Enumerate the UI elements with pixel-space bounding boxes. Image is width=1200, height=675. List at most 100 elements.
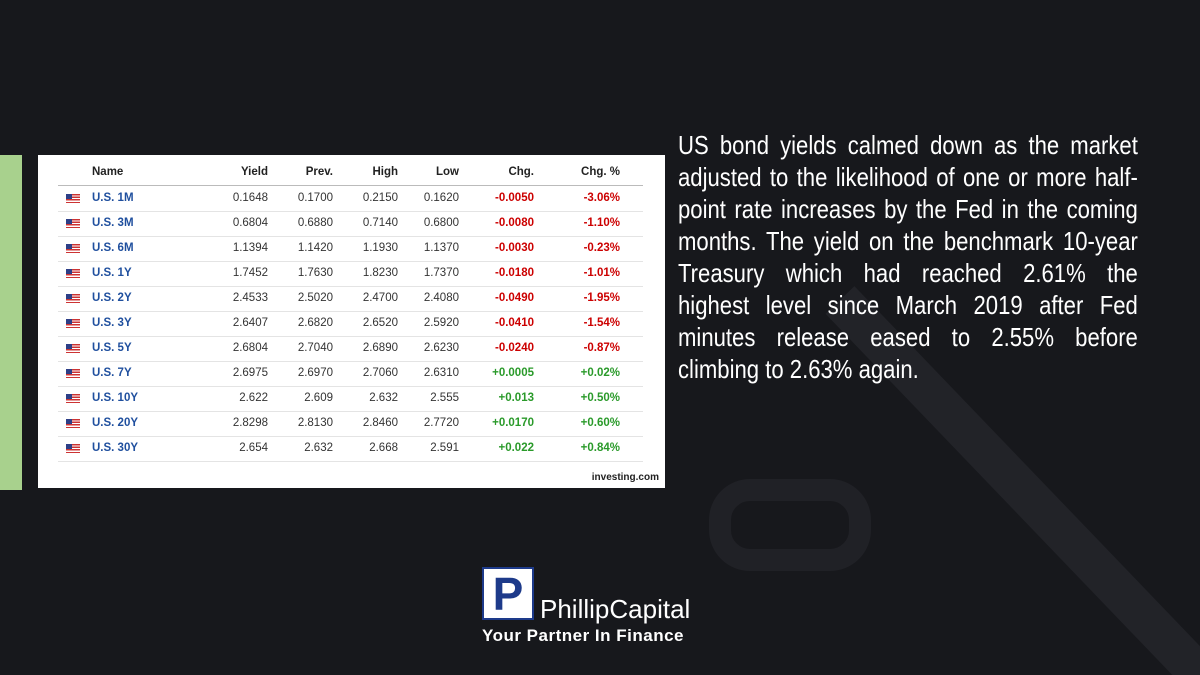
change-value: -0.23% xyxy=(583,242,620,254)
change-value: +0.013 xyxy=(498,392,535,404)
cell: 2.4533 xyxy=(232,292,268,304)
cell: 2.6970 xyxy=(297,367,333,379)
change-value: -3.06% xyxy=(583,192,620,204)
cell: 2.6820 xyxy=(297,317,333,329)
cell: 2.6520 xyxy=(362,317,398,329)
change-value: -0.0080 xyxy=(494,217,534,229)
change-value: -0.0050 xyxy=(494,192,534,204)
cell: 1.7370 xyxy=(423,267,459,279)
row-divider xyxy=(58,386,643,387)
change-value: -1.95% xyxy=(583,292,620,304)
change-value: -1.54% xyxy=(583,317,620,329)
cell: 2.6310 xyxy=(423,367,459,379)
change-value: -1.01% xyxy=(583,267,620,279)
bond-name: U.S. 7Y xyxy=(92,367,132,379)
bond-name: U.S. 6M xyxy=(92,242,134,254)
cell: 1.1370 xyxy=(423,242,459,254)
bond-name: U.S. 10Y xyxy=(92,392,139,404)
deco-shape xyxy=(709,479,871,571)
cell: 2.5920 xyxy=(423,317,459,329)
cell: 2.8298 xyxy=(232,417,268,429)
flag-icon xyxy=(66,344,80,353)
cell: 2.622 xyxy=(239,392,268,404)
yield-table: investing.com Name Yield Prev. High Low Chg. C… xyxy=(38,155,665,488)
cell: 0.6800 xyxy=(423,217,459,229)
row-divider xyxy=(58,211,643,212)
flag-icon xyxy=(66,444,80,453)
change-value: +0.84% xyxy=(580,442,620,454)
cell: 2.632 xyxy=(304,442,333,454)
cell: 2.5020 xyxy=(297,292,333,304)
row-divider xyxy=(58,361,643,362)
bond-name: U.S. 30Y xyxy=(92,442,139,454)
cell: 1.7630 xyxy=(297,267,333,279)
change-value: +0.60% xyxy=(580,417,620,429)
source: investing.com xyxy=(591,472,659,483)
logo-name: PhillipCapital xyxy=(540,594,691,624)
cell: 2.555 xyxy=(430,392,459,404)
cell: 1.1394 xyxy=(232,242,268,254)
column-header: Name xyxy=(92,166,124,178)
cell: 2.668 xyxy=(369,442,398,454)
flag-icon xyxy=(66,219,80,228)
cell: 1.7452 xyxy=(232,267,268,279)
bond-name: U.S. 20Y xyxy=(92,417,139,429)
change-value: -0.0490 xyxy=(494,292,534,304)
bond-name: U.S. 1Y xyxy=(92,267,132,279)
accent-bar xyxy=(0,155,22,490)
flag-icon xyxy=(66,194,80,203)
cell: 2.7060 xyxy=(362,367,398,379)
flag-icon xyxy=(66,269,80,278)
cell: 0.1700 xyxy=(297,192,333,204)
bond-name: U.S. 1M xyxy=(92,192,134,204)
logo-mark: P xyxy=(482,567,534,620)
row-divider xyxy=(58,461,643,462)
cell: 2.4080 xyxy=(423,292,459,304)
cell: 2.654 xyxy=(239,442,268,454)
change-value: +0.50% xyxy=(580,392,620,404)
flag-icon xyxy=(66,294,80,303)
bond-name: U.S. 2Y xyxy=(92,292,132,304)
column-header: Chg. xyxy=(508,166,534,178)
deco-stroke xyxy=(825,286,1200,675)
bond-name: U.S. 3M xyxy=(92,217,134,229)
cell: 2.6975 xyxy=(232,367,268,379)
change-value: -0.0410 xyxy=(494,317,534,329)
change-value: +0.02% xyxy=(580,367,620,379)
change-value: -0.0030 xyxy=(494,242,534,254)
cell: 0.6804 xyxy=(232,217,268,229)
cell: 0.1620 xyxy=(423,192,459,204)
row-divider xyxy=(58,261,643,262)
cell: 0.7140 xyxy=(362,217,398,229)
cell: 2.7720 xyxy=(423,417,459,429)
flag-icon xyxy=(66,394,80,403)
bond-name: U.S. 3Y xyxy=(92,317,132,329)
cell: 2.6890 xyxy=(362,342,398,354)
header-divider xyxy=(58,185,643,186)
row-divider xyxy=(58,436,643,437)
cell: 2.8130 xyxy=(297,417,333,429)
logo-tagline: Your Partner In Finance xyxy=(482,626,685,645)
article-text: US bond yields calmed down as the market… xyxy=(678,130,1138,384)
cell: 2.8460 xyxy=(362,417,398,429)
cell: 2.4700 xyxy=(362,292,398,304)
cell: 2.609 xyxy=(304,392,333,404)
cell: 1.1930 xyxy=(362,242,398,254)
flag-icon xyxy=(66,319,80,328)
column-header: Low xyxy=(436,166,459,178)
row-divider xyxy=(58,286,643,287)
change-value: -0.0180 xyxy=(494,267,534,279)
change-value: -1.10% xyxy=(583,217,620,229)
change-value: -0.87% xyxy=(583,342,620,354)
row-divider xyxy=(58,411,643,412)
row-divider xyxy=(58,336,643,337)
cell: 2.6804 xyxy=(232,342,268,354)
change-value: +0.022 xyxy=(498,442,535,454)
row-divider xyxy=(58,236,643,237)
cell: 1.8230 xyxy=(362,267,398,279)
column-header: Prev. xyxy=(305,166,333,178)
column-header: Yield xyxy=(240,166,268,178)
column-header: High xyxy=(372,166,398,178)
